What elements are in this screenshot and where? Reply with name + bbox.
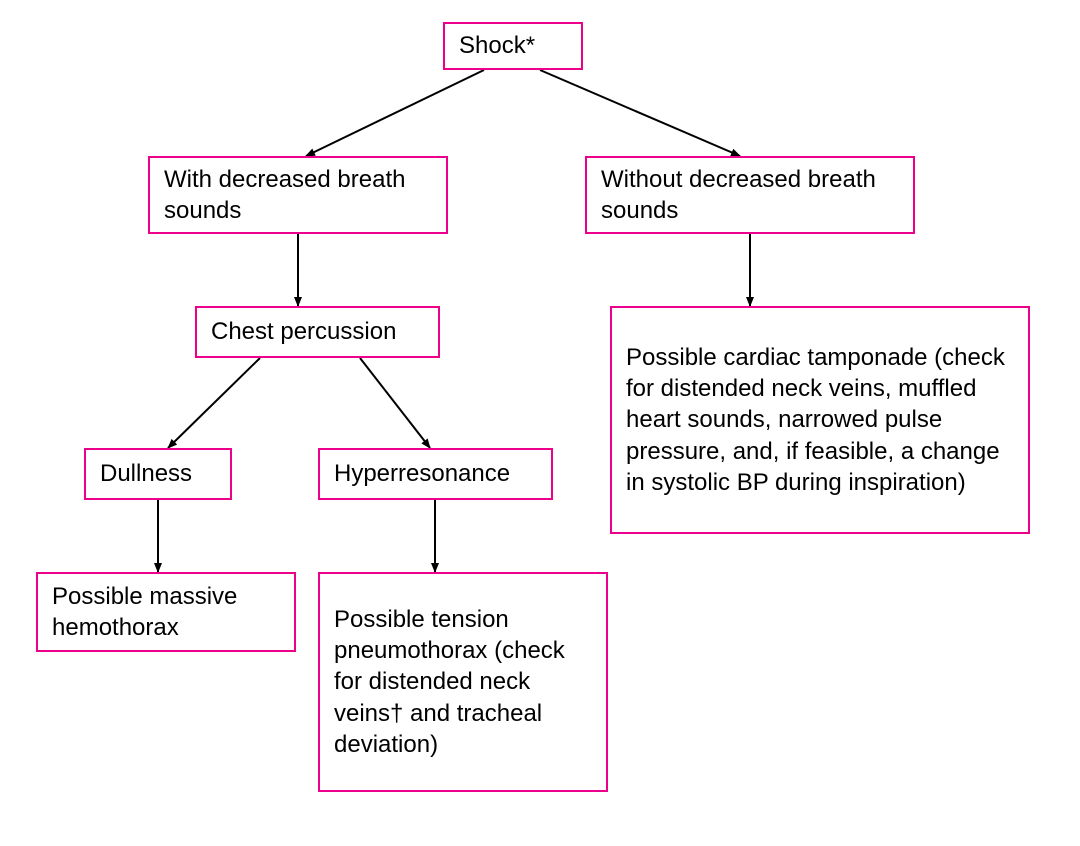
edge-shock-to-without [540,70,740,156]
flowchart-node-with: With decreased breath sounds [148,156,448,234]
flowchart-node-tamponade: Possible cardiac tamponade (check for di… [610,306,1030,534]
flowchart-canvas: Shock* With decreased breath sounds Withou… [0,0,1080,846]
edge-shock-to-with [306,70,484,156]
flowchart-node-dullness: Dullness [84,448,232,500]
node-label: Possible tension pneumothorax (check for… [334,604,592,760]
flowchart-node-percussion: Chest percussion [195,306,440,358]
edge-percussion-to-hyper [360,358,430,448]
flowchart-node-pneumo: Possible tension pneumothorax (check for… [318,572,608,792]
node-label: Shock* [459,30,535,61]
node-label: Possible cardiac tamponade (check for di… [626,342,1014,498]
flowchart-node-shock: Shock* [443,22,583,70]
node-label: With decreased breath sounds [164,164,432,226]
node-label: Possible massive hemothorax [52,581,280,643]
node-label: Hyperresonance [334,458,510,489]
node-label: Without decreased breath sounds [601,164,899,226]
flowchart-node-without: Without decreased breath sounds [585,156,915,234]
node-label: Dullness [100,458,192,489]
edge-percussion-to-dullness [168,358,260,448]
node-label: Chest percussion [211,316,396,347]
flowchart-node-hemothorax: Possible massive hemothorax [36,572,296,652]
flowchart-node-hyper: Hyperresonance [318,448,553,500]
